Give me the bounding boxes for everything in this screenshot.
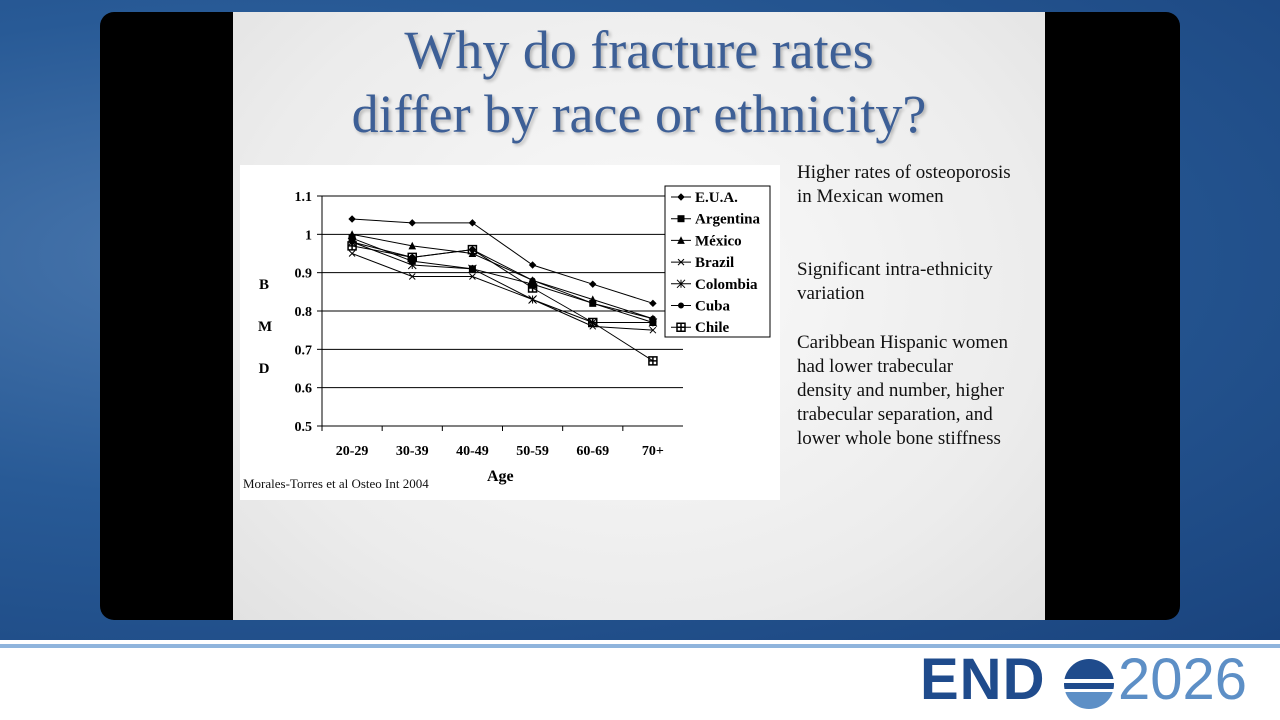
marker xyxy=(649,326,657,334)
bullet-text: Caribbean Hispanic women had lower trabe… xyxy=(797,332,1009,449)
y-tick-label: 0.6 xyxy=(295,382,313,397)
legend-label: Colombia xyxy=(695,277,758,293)
legend-label: Brazil xyxy=(695,255,734,271)
marker xyxy=(347,241,357,251)
x-tick-label: 30-39 xyxy=(396,444,429,459)
y-tick-label: 0.7 xyxy=(295,343,313,358)
y-tick-label: 0.8 xyxy=(295,305,313,320)
marker xyxy=(678,302,684,309)
marker xyxy=(589,280,597,288)
marker xyxy=(676,322,686,332)
x-tick-label: 20-29 xyxy=(336,444,369,459)
marker xyxy=(529,277,536,284)
logo-globe xyxy=(1064,659,1114,709)
marker xyxy=(527,283,538,293)
y-tick-label: 0.5 xyxy=(295,420,313,435)
legend-label: Cuba xyxy=(695,299,731,315)
marker xyxy=(348,250,356,257)
marker xyxy=(407,252,417,263)
bullet-text: Significant intra-ethnicity variation xyxy=(797,259,993,304)
title-line: differ by race or ethnicity? xyxy=(351,84,927,144)
marker xyxy=(528,295,537,304)
logo-text: END xyxy=(920,647,1046,712)
marker xyxy=(589,300,596,307)
marker xyxy=(649,299,657,308)
marker xyxy=(467,244,478,255)
legend-label: Argentina xyxy=(695,212,760,228)
series-line xyxy=(351,241,654,320)
slide-title: Why do fracture rates differ by race or … xyxy=(233,18,1045,146)
marker xyxy=(468,264,477,274)
legend-box xyxy=(664,185,771,338)
series-line xyxy=(352,218,654,304)
marker xyxy=(408,273,416,280)
marker xyxy=(348,230,356,238)
series-line xyxy=(351,241,653,323)
series-line xyxy=(351,237,654,323)
marker xyxy=(588,317,598,328)
y-tick-label: 1.1 xyxy=(295,190,313,205)
marker xyxy=(408,241,417,250)
marker xyxy=(677,236,685,244)
legend-label: E.U.A. xyxy=(695,190,738,206)
legend-label: Chile xyxy=(695,320,730,336)
marker xyxy=(528,261,537,269)
x-tick-label: 50-59 xyxy=(516,444,549,459)
x-tick-label: 40-49 xyxy=(456,444,489,459)
marker xyxy=(676,279,686,289)
series-line xyxy=(351,253,653,331)
marker xyxy=(408,219,416,227)
y-tick-label: 0.9 xyxy=(295,267,313,282)
marker xyxy=(469,273,476,280)
citation: Morales-Torres et al Osteo Int 2004 xyxy=(243,476,429,491)
footer-rule xyxy=(0,644,1280,648)
marker xyxy=(677,215,685,223)
legend-label: México xyxy=(695,233,742,249)
x-tick-label: 70+ xyxy=(642,444,664,459)
x-tick-label: 60-69 xyxy=(576,444,609,459)
bullet-text: Higher rates of osteoporosis in Mexican … xyxy=(797,162,1011,207)
marker xyxy=(648,356,658,366)
title-line: Why do fracture rates xyxy=(404,20,874,80)
y-axis-label: B M D xyxy=(258,277,273,377)
marker xyxy=(407,260,417,270)
series-line xyxy=(351,233,654,320)
marker xyxy=(677,258,685,266)
logo-text: 2026 xyxy=(1118,647,1248,712)
marker xyxy=(348,215,356,223)
x-axis-label: Age xyxy=(487,468,514,485)
series-line xyxy=(351,245,654,362)
marker xyxy=(649,315,656,322)
marker xyxy=(677,193,685,201)
y-tick-label: 1 xyxy=(305,228,312,243)
marker xyxy=(468,219,477,227)
